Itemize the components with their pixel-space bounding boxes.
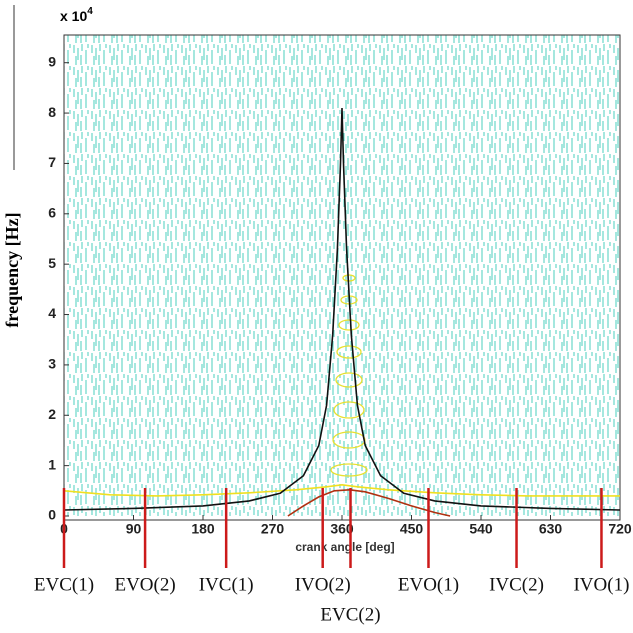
event-label: IVO(2) xyxy=(295,574,351,595)
y-tick-label: 4 xyxy=(48,305,56,321)
y-tick-label: 3 xyxy=(48,356,56,372)
event-label: EVC(2) xyxy=(320,604,380,625)
x-tick-label: 450 xyxy=(400,521,424,537)
y-multiplier: x 104 xyxy=(60,6,93,24)
event-label: IVC(2) xyxy=(489,574,544,595)
x-tick-label: 540 xyxy=(469,521,493,537)
x-tick-label: 180 xyxy=(191,521,215,537)
contour xyxy=(338,319,360,331)
y-tick-label: 7 xyxy=(48,154,56,170)
event-label: IVC(1) xyxy=(199,574,254,595)
x-tick-label: 270 xyxy=(261,521,285,537)
contour xyxy=(330,463,368,477)
y-tick-label: 0 xyxy=(48,507,56,523)
x-tick-label: 360 xyxy=(330,521,354,537)
y-multiplier-exponent: 4 xyxy=(87,6,93,17)
x-axis-label: crank angle [deg] xyxy=(295,540,394,554)
x-tick-label: 720 xyxy=(608,521,632,537)
y-tick-label: 8 xyxy=(48,104,56,120)
event-label: EVC(1) xyxy=(34,574,94,595)
y-tick-label: 6 xyxy=(48,205,56,221)
event-label: IVO(1) xyxy=(573,574,629,595)
y-axis-label: frequency [Hz] xyxy=(2,212,22,327)
contour xyxy=(335,372,363,388)
x-tick-label: 630 xyxy=(539,521,563,537)
x-tick-label: 90 xyxy=(126,521,142,537)
contour xyxy=(336,345,362,359)
series-line xyxy=(287,488,451,517)
spectrogram-texture xyxy=(64,35,620,516)
contour xyxy=(332,431,366,449)
y-tick-label: 1 xyxy=(48,456,56,472)
contour xyxy=(333,401,365,419)
series-line xyxy=(63,107,621,511)
event-label: EVO(1) xyxy=(398,574,459,595)
y-tick-label: 2 xyxy=(48,406,56,422)
series-line xyxy=(63,483,620,497)
y-tick-label: 9 xyxy=(48,53,56,69)
y-tick-label: 5 xyxy=(48,255,56,271)
y-multiplier-base: x 10 xyxy=(60,8,87,24)
event-label: EVO(2) xyxy=(114,574,175,595)
